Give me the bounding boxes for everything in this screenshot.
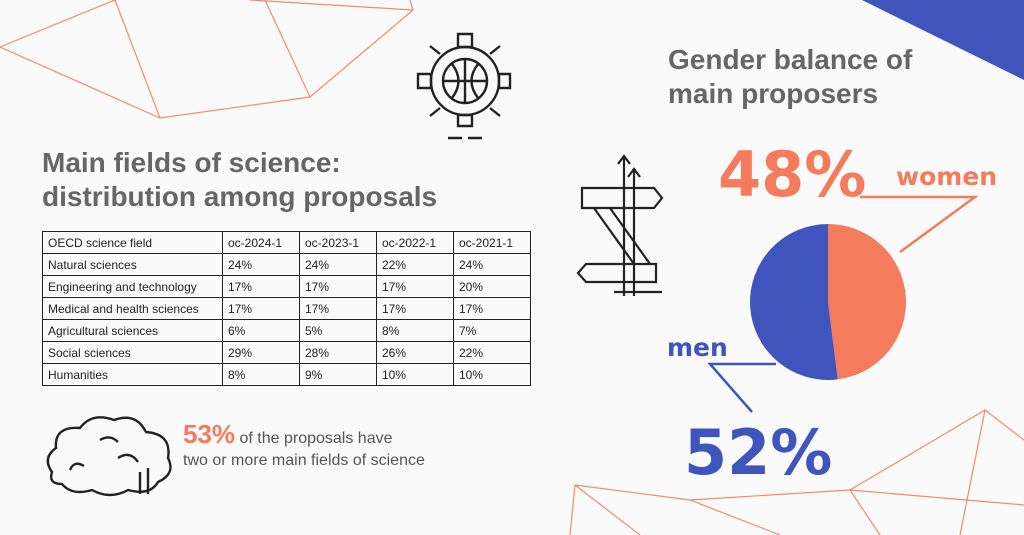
table-cell: 6% xyxy=(222,319,300,342)
table-cell: 22% xyxy=(376,253,454,276)
science-fields-table: OECD science field oc-2024-1 oc-2023-1 o… xyxy=(42,231,531,386)
table-header: oc-2021-1 xyxy=(453,231,531,254)
table-cell: 10% xyxy=(376,363,454,386)
stat-text-1: of the proposals have xyxy=(239,430,393,447)
table-header: oc-2022-1 xyxy=(376,231,454,254)
table-cell: Agricultural sciences xyxy=(42,319,223,342)
table-row: Social sciences 29% 28% 26% 22% xyxy=(42,341,531,364)
right-title-line1: Gender balance of xyxy=(668,44,913,75)
men-label: men xyxy=(667,333,728,362)
table-cell: Social sciences xyxy=(42,341,223,364)
signpost-icon xyxy=(576,154,664,296)
stat-text-2: two or more main fields of science xyxy=(183,452,425,469)
table-cell: Engineering and technology xyxy=(42,275,223,298)
table-cell: 24% xyxy=(299,253,377,276)
multi-field-stat: 53% of the proposals have two or more ma… xyxy=(183,421,425,472)
gender-pie-chart xyxy=(750,224,906,380)
table-cell: 17% xyxy=(453,297,531,320)
table-cell: Natural sciences xyxy=(42,253,223,276)
table-cell: 17% xyxy=(376,275,454,298)
table-header-row: OECD science field oc-2024-1 oc-2023-1 o… xyxy=(42,231,531,254)
table-row: Engineering and technology 17% 17% 17% 2… xyxy=(42,275,531,298)
table-cell: 17% xyxy=(222,297,300,320)
table-row: Agricultural sciences 6% 5% 8% 7% xyxy=(42,319,531,342)
table-row: Natural sciences 24% 24% 22% 24% xyxy=(42,253,531,276)
table-cell: 17% xyxy=(299,275,377,298)
table-cell: 7% xyxy=(453,319,531,342)
table-cell: 22% xyxy=(453,341,531,364)
left-title-line1: Main fields of science: xyxy=(42,147,341,178)
table-cell: 26% xyxy=(376,341,454,364)
table-cell: 20% xyxy=(453,275,531,298)
table-cell: 9% xyxy=(299,363,377,386)
table-cell: 8% xyxy=(376,319,454,342)
table-header: OECD science field xyxy=(42,231,223,254)
pie-slice-men xyxy=(750,224,838,380)
table-cell: 5% xyxy=(299,319,377,342)
brain-globe-gear-icon xyxy=(416,32,512,140)
women-percent: 48% xyxy=(718,138,867,211)
right-title-line2: main proposers xyxy=(668,78,879,109)
right-title: Gender balance of main proposers xyxy=(668,43,912,111)
table-cell: 17% xyxy=(376,297,454,320)
table-row: Medical and health sciences 17% 17% 17% … xyxy=(42,297,531,320)
men-percent: 52% xyxy=(684,416,833,489)
women-label: women xyxy=(896,162,998,191)
table-header: oc-2024-1 xyxy=(222,231,300,254)
stat-line-1: 53% of the proposals have xyxy=(183,421,425,450)
table-cell: 10% xyxy=(453,363,531,386)
table-cell: 28% xyxy=(299,341,377,364)
table-cell: Medical and health sciences xyxy=(42,297,223,320)
table-header: oc-2023-1 xyxy=(299,231,377,254)
table-cell: 17% xyxy=(222,275,300,298)
table-cell: 8% xyxy=(222,363,300,386)
left-title: Main fields of science: distribution amo… xyxy=(42,146,437,214)
table-cell: 29% xyxy=(222,341,300,364)
stat-value: 53% xyxy=(183,419,236,449)
cloud-icon xyxy=(46,416,172,497)
table-cell: Humanities xyxy=(42,363,223,386)
left-title-line2: distribution among proposals xyxy=(42,181,438,212)
table-row: Humanities 8% 9% 10% 10% xyxy=(42,363,531,386)
table-cell: 24% xyxy=(453,253,531,276)
pie-slice-women xyxy=(828,224,906,380)
table-cell: 17% xyxy=(299,297,377,320)
table-cell: 24% xyxy=(222,253,300,276)
